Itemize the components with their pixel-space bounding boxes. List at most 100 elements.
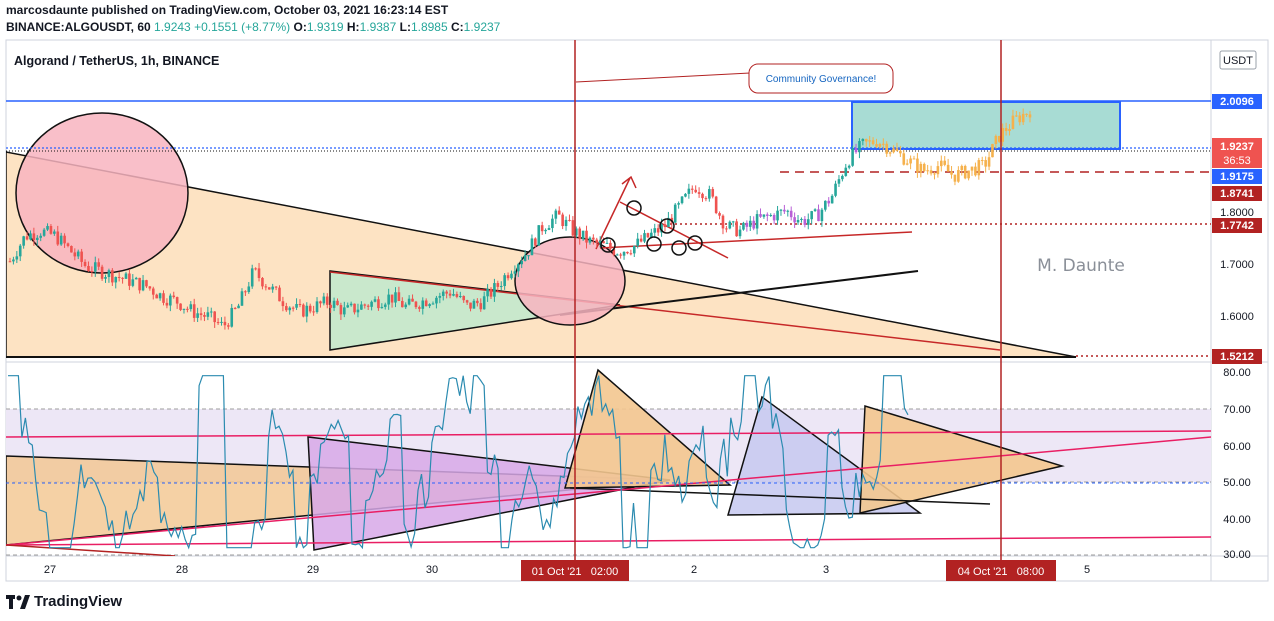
rsi-orange-triangle[interactable] [564, 368, 732, 489]
candle-body [725, 228, 728, 230]
flag-resistance[interactable] [619, 201, 729, 259]
ohlc-line: BINANCE:ALGOUSDT, 60 1.9243 +0.1551 (+8.… [6, 20, 500, 35]
pink-circle-center[interactable] [514, 236, 626, 326]
candle-body [325, 296, 329, 305]
price-tag-text: 1.7742 [1220, 220, 1254, 232]
candle-body [448, 293, 452, 296]
currency-button[interactable] [1219, 50, 1257, 70]
candle-body [950, 171, 953, 175]
candle-body [943, 160, 947, 165]
candle-body [554, 210, 558, 219]
candle-body [8, 261, 12, 263]
candle-body [373, 299, 377, 302]
candle-body [499, 286, 503, 288]
candle-body [305, 305, 309, 317]
candle-body [124, 273, 128, 279]
time-tick: 5 [1084, 564, 1090, 576]
rsi-purple-triangle[interactable] [307, 436, 671, 551]
target-box[interactable] [851, 101, 1121, 150]
candle-body [970, 166, 974, 171]
tradingview-footer[interactable]: TradingView [6, 593, 122, 610]
candle-body [864, 138, 868, 142]
main-pane[interactable] [6, 72, 1211, 358]
price-tag-1-5212 [1212, 349, 1262, 364]
community-governance-callout[interactable] [748, 63, 894, 94]
candle-body [735, 221, 738, 237]
candle-body [230, 307, 234, 327]
candle-body [786, 210, 790, 212]
candle-body [875, 144, 878, 147]
candle-body [1008, 128, 1011, 132]
candle-body [506, 275, 510, 279]
candle-body [1021, 113, 1025, 123]
candle-body [991, 144, 994, 158]
candle-body [455, 294, 459, 297]
rsi-pink-top[interactable] [6, 430, 1211, 438]
candle-body [557, 210, 561, 215]
breakout-arrow[interactable] [595, 177, 631, 250]
time-axis[interactable]: 27 28 29 30 2 3 5 01 Oct '21 02:00 04 Oc… [44, 560, 1090, 581]
black-trendline[interactable] [559, 270, 919, 316]
rsi-pane[interactable] [6, 368, 1211, 556]
candle-body [353, 303, 356, 313]
candle-body [404, 304, 408, 308]
candle-body [462, 296, 466, 301]
candle-body [919, 163, 923, 173]
candle-body [377, 299, 380, 309]
price-axis[interactable]: 2.0096 1.9237 36:53 1.9175 1.8741 1.8000… [1212, 94, 1262, 364]
candle-body [564, 219, 568, 227]
candle-body [42, 229, 46, 236]
arrow-head [621, 175, 637, 189]
candle-body [387, 294, 390, 305]
candle-body [892, 148, 895, 153]
flag-support[interactable] [599, 231, 913, 249]
currency-label: USDT [1223, 55, 1253, 67]
rsi-pink-bottom[interactable] [6, 536, 1211, 546]
candle-body [349, 303, 353, 306]
countdown-text: 36:53 [1223, 155, 1251, 167]
red-trendline[interactable] [329, 271, 1001, 351]
candle-body [397, 292, 401, 301]
candle-body [151, 288, 155, 295]
candle-body [851, 148, 854, 166]
candle-body [25, 236, 29, 240]
candle-body [332, 300, 336, 308]
publisher: marcosdaunte published on TradingView.co… [6, 3, 449, 17]
candle-body [820, 209, 824, 222]
candle-body [690, 188, 694, 190]
candle-body [902, 153, 906, 165]
candle-body [980, 160, 984, 162]
candle-body [503, 275, 506, 287]
candle-body [667, 217, 670, 228]
candle-body [329, 304, 332, 308]
candle-body [1028, 114, 1032, 118]
candle-body [817, 209, 820, 222]
candle-body [182, 308, 186, 310]
candle-body [76, 251, 80, 257]
candle-body [660, 224, 663, 233]
candle-body [216, 322, 220, 324]
candle-body [264, 286, 268, 288]
candle-body [298, 304, 302, 306]
rsi-pink-diagonal[interactable] [6, 436, 1211, 546]
candle-body [189, 304, 193, 310]
candle-body [806, 219, 810, 225]
candle-body [169, 295, 172, 306]
candle-body [315, 301, 319, 313]
candle-body [203, 315, 206, 317]
candle-body [885, 143, 889, 154]
candle-body [854, 148, 858, 153]
candle-body [602, 241, 605, 244]
candle-body [162, 293, 165, 303]
candle-body [240, 291, 244, 306]
candle-body [1004, 128, 1008, 132]
rsi-axis[interactable]: 80.00 70.00 60.00 50.00 40.00 30.00 [1223, 367, 1251, 561]
rsi-black-line[interactable] [569, 487, 991, 505]
pink-circle-left[interactable] [15, 112, 189, 274]
candle-body [206, 312, 210, 317]
green-triangle[interactable] [329, 270, 621, 351]
candle-body [561, 214, 564, 227]
candle-body [957, 170, 960, 182]
candle-body [769, 215, 773, 217]
